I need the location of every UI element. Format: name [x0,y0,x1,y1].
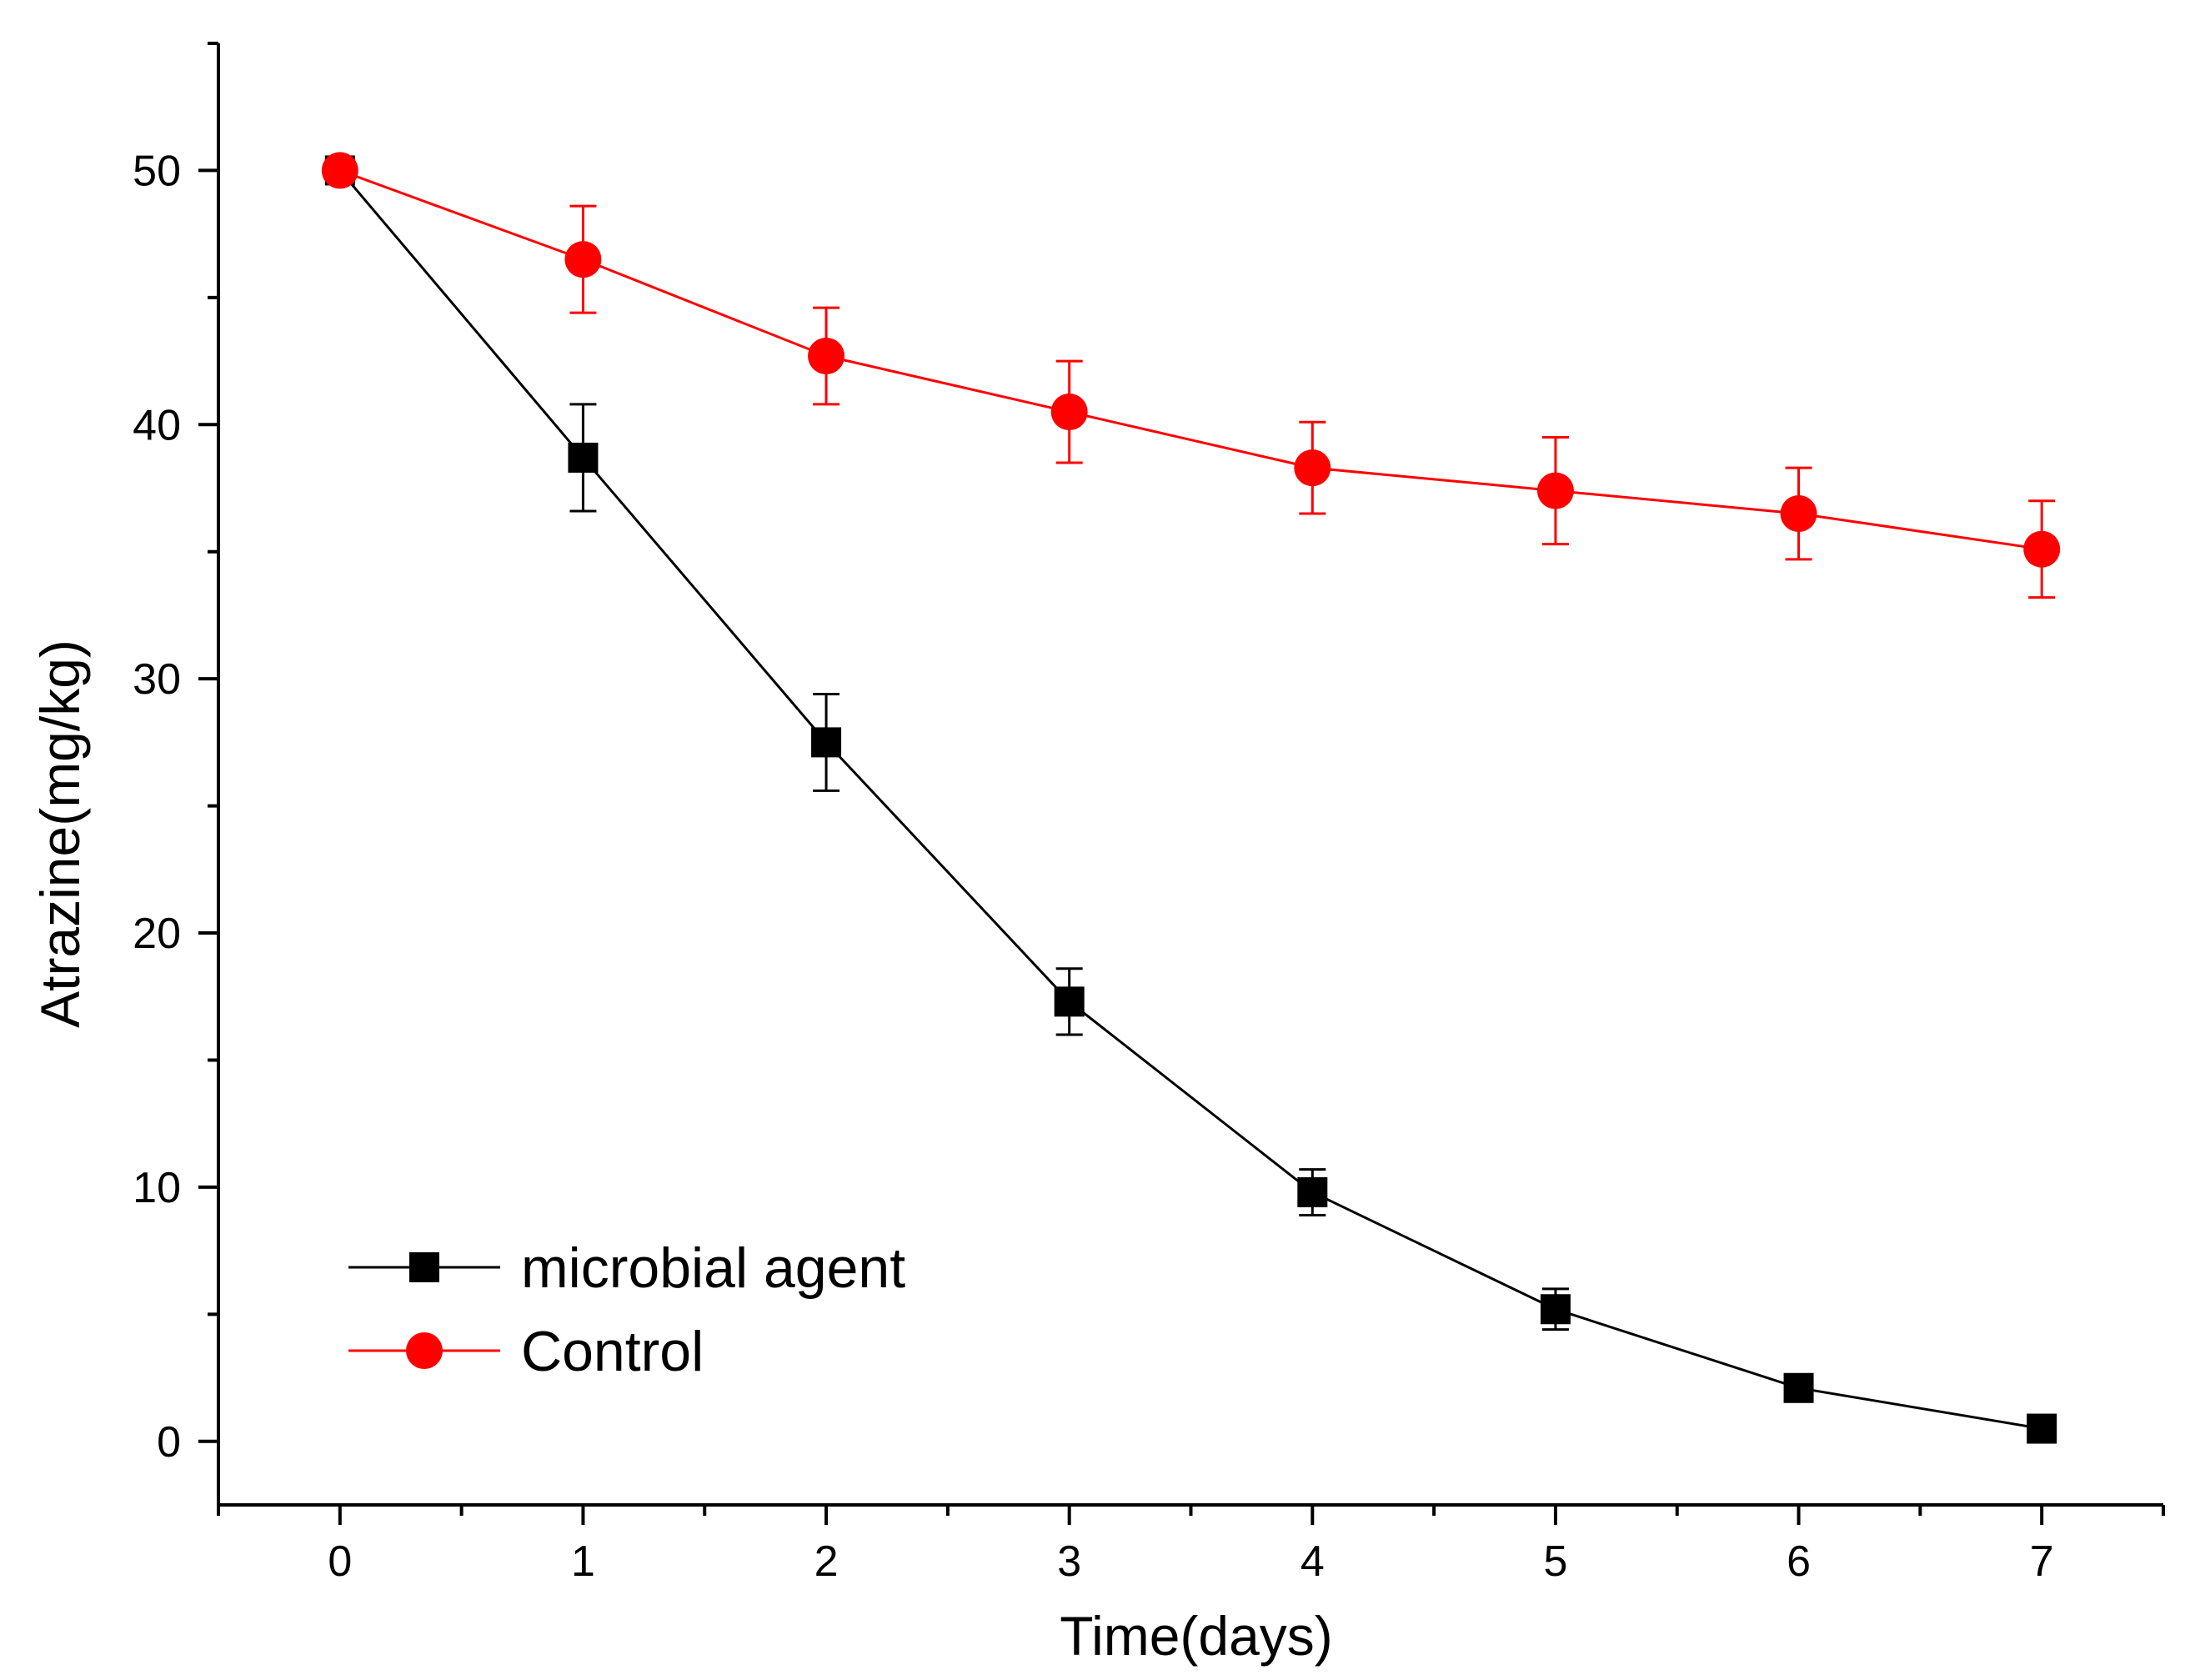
data-point [1780,495,1817,533]
data-point [1054,986,1085,1017]
data-point [564,241,602,278]
x-tick-label: 1 [571,1537,595,1586]
x-tick-label: 5 [1543,1537,1567,1586]
x-tick-label: 4 [1300,1537,1325,1586]
data-point [811,727,842,758]
data-point [2023,530,2061,568]
data-point [1540,1294,1571,1325]
data-point [1294,449,1331,487]
tick-labels: 0 1 2 3 4 5 6 7 0 10 20 30 40 50 [133,147,2053,1586]
legend-marker [406,1332,443,1369]
data-point [1050,394,1088,431]
legend: microbial agent Control [348,1236,905,1383]
data-point [1783,1372,1814,1403]
data-point [2027,1413,2057,1444]
y-tick-label: 40 [133,401,181,449]
y-axis-title: Atrazine(mg/kg) [29,639,91,1028]
y-tick-label: 50 [133,147,181,195]
legend-label: Control [521,1320,704,1383]
data-point [1297,1177,1328,1208]
data-point [1536,472,1574,509]
x-tick-label: 2 [814,1537,839,1586]
series-layer [321,152,2061,1444]
y-tick-label: 0 [157,1418,181,1467]
legend-label: microbial agent [521,1236,905,1300]
legend-item: Control [348,1320,704,1383]
axes [198,42,2165,1525]
y-tick-label: 20 [133,910,181,958]
x-tick-label: 0 [328,1537,352,1586]
x-axis-title: Time(days) [1060,1605,1333,1667]
y-tick-label: 30 [133,655,181,704]
series-line [339,169,2042,551]
x-tick-label: 7 [2030,1537,2054,1586]
series-microbial-agent [324,155,2057,1444]
series-line [338,169,2042,1431]
x-tick-label: 6 [1787,1537,1811,1586]
data-point [568,442,599,473]
series-control [321,152,2061,599]
legend-item: microbial agent [348,1236,905,1300]
legend-marker [409,1252,439,1282]
data-point [321,152,358,189]
y-tick-label: 10 [133,1164,181,1212]
data-point [808,337,845,374]
x-tick-label: 3 [1057,1537,1081,1586]
